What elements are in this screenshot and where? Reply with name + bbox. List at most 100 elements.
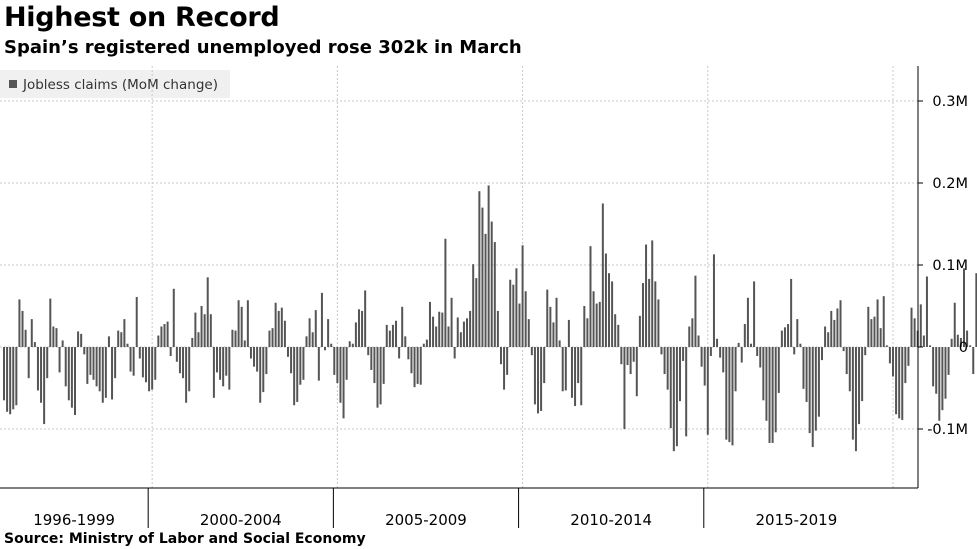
- bar: [160, 326, 163, 347]
- bar: [716, 338, 719, 347]
- bar: [966, 330, 969, 347]
- bar: [583, 306, 586, 347]
- bar: [345, 347, 348, 380]
- bar: [632, 347, 635, 362]
- bar: [854, 347, 857, 452]
- bar: [422, 343, 425, 347]
- bar: [472, 264, 475, 347]
- bar: [580, 347, 583, 406]
- bar: [342, 347, 345, 419]
- bar: [774, 347, 777, 433]
- bar: [601, 203, 604, 347]
- bar: [858, 347, 861, 425]
- bar: [487, 185, 490, 347]
- bar: [694, 275, 697, 347]
- bar: [768, 347, 771, 443]
- bar: [712, 254, 715, 347]
- bar: [882, 296, 885, 347]
- bar: [249, 347, 252, 359]
- bar: [506, 347, 509, 375]
- bar: [969, 345, 972, 347]
- bar: [330, 343, 333, 347]
- axes-group: 0.3M 0.2M 0.1M 0 -0.1M 1996-1999 2000-2004 2005…: [0, 66, 968, 529]
- bar: [870, 319, 873, 347]
- bar: [570, 347, 573, 398]
- bar: [30, 319, 33, 347]
- bar: [836, 308, 839, 347]
- bar: [259, 347, 262, 403]
- bar: [83, 347, 86, 355]
- bar: [206, 277, 209, 347]
- bar: [9, 347, 12, 415]
- bar: [669, 347, 672, 429]
- bar: [620, 347, 623, 365]
- bar: [929, 345, 932, 347]
- bar: [503, 347, 506, 390]
- bar: [762, 347, 765, 401]
- bar: [802, 347, 805, 389]
- bar: [299, 347, 302, 385]
- bar: [311, 332, 314, 347]
- bar: [80, 333, 83, 347]
- bar: [86, 347, 89, 384]
- bar: [787, 324, 790, 347]
- bar: [453, 347, 456, 359]
- bar: [944, 347, 947, 399]
- bar: [111, 347, 114, 400]
- bar: [339, 347, 342, 403]
- bar: [302, 347, 305, 380]
- bar: [805, 347, 808, 402]
- bar: [21, 310, 24, 347]
- bar: [876, 299, 879, 347]
- y-tick-label: -0.1M: [927, 422, 968, 438]
- bar: [305, 336, 308, 347]
- y-tick-label: 0: [959, 340, 968, 356]
- bar: [98, 347, 101, 392]
- bar: [228, 347, 231, 390]
- bar: [922, 335, 925, 347]
- bar: [873, 316, 876, 347]
- bar: [892, 347, 894, 377]
- bar: [790, 278, 793, 347]
- bar: [376, 347, 379, 408]
- bar: [67, 347, 70, 401]
- bar: [796, 319, 799, 347]
- bar: [657, 299, 660, 347]
- source-note: Source: Ministry of Labor and Social Eco…: [4, 531, 366, 547]
- bar: [246, 300, 249, 347]
- bar: [898, 347, 901, 419]
- bar: [12, 347, 15, 410]
- bar: [879, 328, 882, 347]
- bar: [746, 297, 749, 347]
- bar: [148, 347, 151, 392]
- bar: [672, 347, 675, 452]
- bar: [413, 347, 416, 388]
- bar: [70, 347, 73, 408]
- bar: [697, 335, 700, 347]
- bar: [256, 347, 259, 372]
- bar: [552, 322, 555, 347]
- bar: [722, 347, 725, 373]
- bar: [157, 335, 160, 347]
- bar: [499, 347, 502, 365]
- bar: [141, 347, 144, 378]
- bar: [518, 303, 521, 347]
- bar: [262, 347, 265, 393]
- bar: [367, 347, 370, 356]
- bar: [475, 278, 478, 347]
- bar: [370, 347, 373, 370]
- bar: [194, 312, 197, 347]
- bar: [40, 347, 43, 403]
- bar: [537, 347, 540, 414]
- bar: [385, 324, 388, 347]
- bar: [611, 281, 614, 347]
- bar: [188, 347, 191, 392]
- bar: [743, 324, 746, 347]
- bar: [540, 347, 543, 411]
- bar: [524, 291, 527, 347]
- bar: [947, 347, 950, 375]
- bar: [848, 347, 851, 392]
- bar: [117, 330, 120, 347]
- bar: [737, 342, 740, 347]
- bar: [290, 347, 293, 374]
